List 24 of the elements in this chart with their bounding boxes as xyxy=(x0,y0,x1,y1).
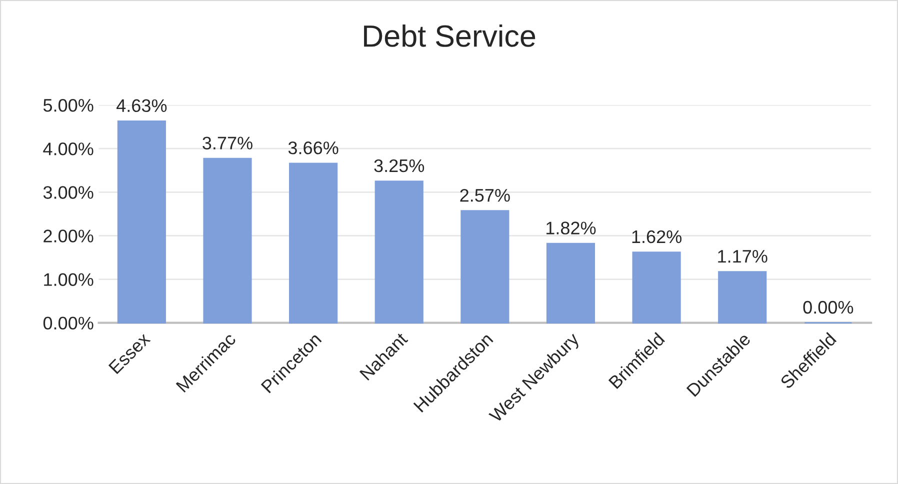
data-label: 3.25% xyxy=(374,159,424,172)
data-label: 1.62% xyxy=(632,230,682,244)
data-label: 4.63% xyxy=(116,99,167,112)
y-tick-label: 3.00% xyxy=(43,186,94,199)
y-tick-label: 0.00% xyxy=(43,316,94,330)
chart-title: Debt Service xyxy=(364,24,536,47)
data-label: 2.57% xyxy=(460,188,510,202)
bar xyxy=(203,158,252,324)
bar xyxy=(546,242,596,324)
bar xyxy=(117,120,166,324)
data-label: 1.82% xyxy=(546,222,596,234)
data-label: 3.66% xyxy=(288,141,338,154)
bar xyxy=(460,210,510,324)
y-tick-label: 2.00% xyxy=(44,230,94,242)
data-label: 1.17% xyxy=(718,250,768,263)
bar xyxy=(289,162,338,324)
bar xyxy=(718,271,767,324)
data-label: 3.77% xyxy=(202,136,252,150)
bar xyxy=(632,252,681,324)
y-tick-label: 4.00% xyxy=(43,142,94,156)
data-label: 0.00% xyxy=(803,300,854,314)
y-tick-label: 5.00% xyxy=(43,98,94,112)
bar xyxy=(374,180,424,324)
y-tick-label: 1.00% xyxy=(44,273,94,286)
